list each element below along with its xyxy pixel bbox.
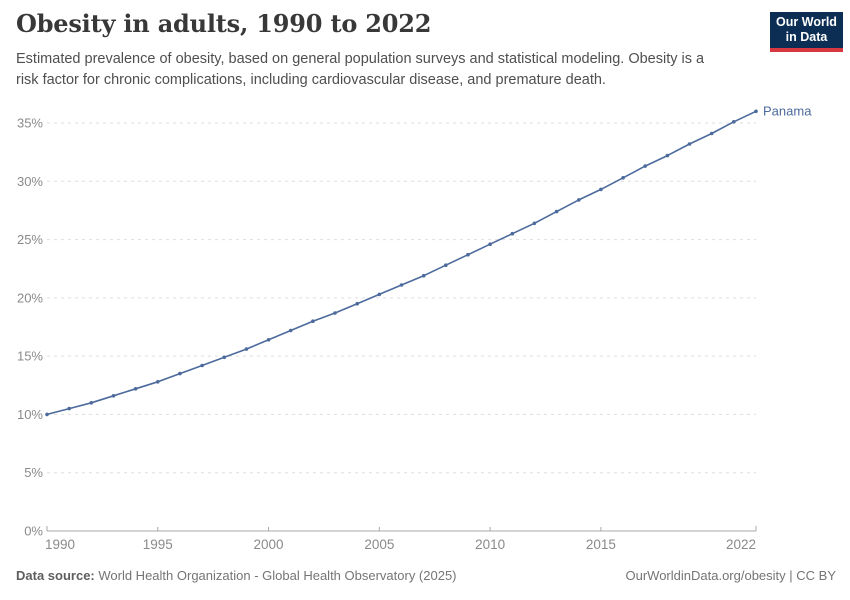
data-point-marker <box>288 328 293 333</box>
x-tick-label: 1990 <box>45 537 75 552</box>
y-tick-label: 35% <box>17 116 43 131</box>
x-tick-label: 1995 <box>143 537 173 552</box>
data-point-marker <box>421 273 426 278</box>
data-point-marker <box>732 120 736 124</box>
data-point-marker <box>67 406 71 411</box>
data-point-marker <box>333 311 337 315</box>
x-tick-label: 2005 <box>364 537 394 552</box>
y-tick-label: 15% <box>17 349 43 364</box>
data-source-label: Data source: <box>16 568 95 583</box>
series-line-panama[interactable] <box>46 110 757 416</box>
data-point-marker <box>399 283 404 287</box>
x-tick-label: 2010 <box>475 537 505 552</box>
data-point-marker <box>377 292 382 297</box>
data-point-marker <box>687 142 692 146</box>
data-point-marker <box>45 412 49 417</box>
chart-header: Obesity in adults, 1990 to 2022 Estimate… <box>16 9 756 92</box>
x-tick-label: 2022 <box>726 537 756 552</box>
owid-logo-line2: in Data <box>785 30 828 44</box>
chart-footer: Data source: World Health Organization -… <box>16 568 836 583</box>
owid-logo-line1: Our World <box>776 15 837 29</box>
y-tick-label: 25% <box>17 232 43 247</box>
data-point-marker <box>222 355 227 360</box>
credit-link[interactable]: OurWorldinData.org/obesity | CC BY <box>625 568 837 583</box>
data-point-marker <box>444 263 448 268</box>
data-point-marker <box>532 221 537 226</box>
data-point-marker <box>665 153 670 158</box>
data-point-marker <box>488 242 492 246</box>
y-tick-label: 30% <box>17 174 43 189</box>
y-tick-label: 0% <box>24 524 43 539</box>
data-point-marker <box>754 109 758 114</box>
data-source-note: Data source: World Health Organization -… <box>16 568 457 583</box>
y-tick-label: 20% <box>17 290 43 305</box>
series-label-panama[interactable]: Panama <box>763 103 812 118</box>
data-point-marker <box>355 301 360 306</box>
data-point-marker <box>311 319 315 324</box>
data-point-marker <box>200 363 204 368</box>
owid-logo: Our World in Data <box>770 12 843 52</box>
data-point-marker <box>510 231 515 236</box>
data-point-marker <box>554 209 559 214</box>
data-point-marker <box>244 347 249 351</box>
page-title: Obesity in adults, 1990 to 2022 <box>16 9 432 38</box>
chart-subtitle: Estimated prevalence of obesity, based o… <box>16 50 705 89</box>
data-point-marker <box>178 371 182 376</box>
data-source-text: World Health Organization - Global Healt… <box>94 568 457 583</box>
data-point-marker <box>709 131 714 136</box>
x-tick-label: 2015 <box>586 537 616 552</box>
data-point-marker <box>621 176 625 180</box>
data-point-marker <box>111 394 116 398</box>
data-point-marker <box>89 401 94 405</box>
x-tick-label: 2000 <box>254 537 284 552</box>
data-point-marker <box>156 380 160 384</box>
data-point-marker <box>577 198 581 202</box>
data-point-marker <box>466 252 470 257</box>
y-tick-label: 10% <box>17 407 43 422</box>
data-point-marker <box>643 164 647 168</box>
data-point-marker <box>266 338 271 342</box>
y-tick-label: 5% <box>24 465 43 480</box>
data-point-marker <box>133 387 138 391</box>
data-point-marker <box>599 187 603 192</box>
